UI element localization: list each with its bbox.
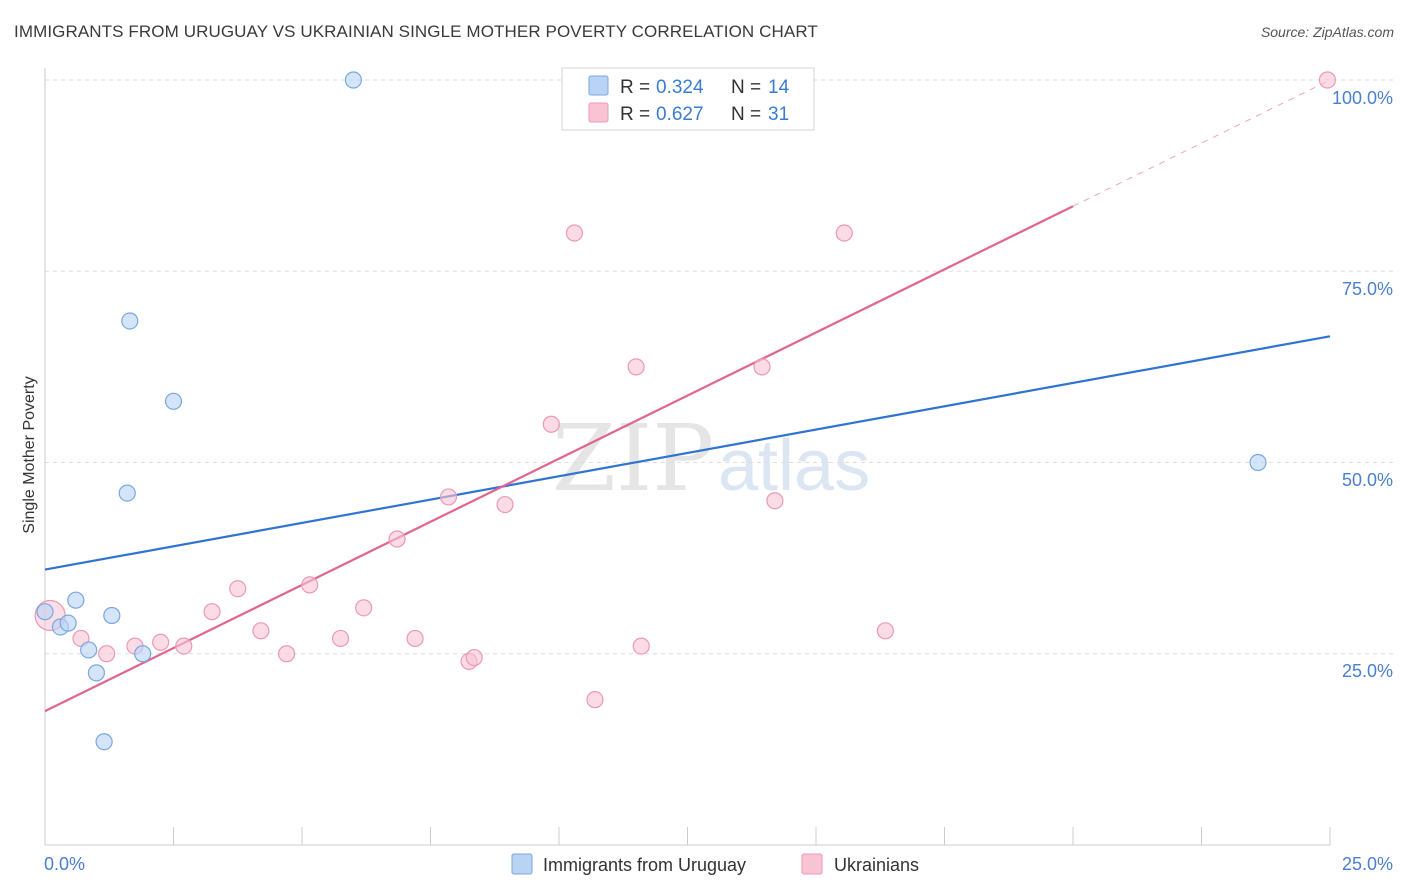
point-ukrainians xyxy=(465,648,483,667)
x-tick-label-0: 0.0% xyxy=(44,854,85,874)
point-ukrainians xyxy=(496,495,514,514)
legend-n-label-1: N = xyxy=(731,77,761,98)
y-tick-label-75: 75.0% xyxy=(1342,279,1393,299)
legend-series-ukrainians: Ukrainians xyxy=(834,855,919,875)
legend-swatch-blue xyxy=(588,75,609,96)
point-ukrainians xyxy=(542,415,560,433)
point-uruguay xyxy=(118,484,136,502)
point-uruguay xyxy=(36,603,54,621)
point-uruguay xyxy=(344,71,362,89)
point-uruguay xyxy=(164,392,183,410)
point-uruguay xyxy=(1249,453,1267,472)
correlation-legend: R = 0.324 N = 14 R = 0.627 N = 31 xyxy=(561,67,815,131)
point-uruguay xyxy=(67,591,85,609)
point-ukrainians xyxy=(229,580,247,598)
y-tick-label-100: 100.0% xyxy=(1332,88,1393,108)
legend-n-value-2: 31 xyxy=(768,104,789,125)
point-ukrainians xyxy=(835,224,853,242)
trend-line-uruguay xyxy=(44,335,1331,571)
legend-swatch-pink xyxy=(588,102,609,123)
point-ukrainians xyxy=(388,530,406,548)
source-note: Source: ZipAtlas.com xyxy=(1260,24,1394,40)
point-ukrainians xyxy=(1318,71,1337,89)
legend-r-label-1: R = xyxy=(620,77,650,98)
point-ukrainians xyxy=(98,645,116,663)
trend-line-ukrainians xyxy=(44,205,1074,713)
point-uruguay xyxy=(121,312,139,330)
legend-n-value-1: 14 xyxy=(768,77,790,98)
y-axis-label: Single Mother Poverty xyxy=(21,376,38,533)
trend-line-ukrainians-extension xyxy=(1072,79,1331,207)
y-tick-label-50: 50.0% xyxy=(1342,470,1393,490)
watermark-atlas: atlas xyxy=(718,426,870,506)
point-ukrainians xyxy=(876,622,894,640)
point-ukrainians xyxy=(277,645,296,663)
point-ukrainians xyxy=(406,629,424,648)
legend-series-uruguay: Immigrants from Uruguay xyxy=(543,855,746,875)
point-ukrainians xyxy=(301,576,319,594)
legend-r-label-2: R = xyxy=(620,104,650,125)
legend-r-value-1: 0.324 xyxy=(656,77,704,98)
data-points xyxy=(34,71,1337,751)
point-ukrainians xyxy=(355,599,373,617)
point-ukrainians xyxy=(586,691,604,709)
point-ukrainians xyxy=(766,492,784,510)
legend-n-label-2: N = xyxy=(731,104,761,125)
point-uruguay xyxy=(80,641,98,659)
point-uruguay xyxy=(134,645,152,663)
point-ukrainians xyxy=(565,224,584,242)
point-uruguay xyxy=(87,664,106,682)
point-uruguay xyxy=(103,606,121,625)
point-ukrainians xyxy=(627,358,645,376)
x-tick-label-25: 25.0% xyxy=(1342,854,1393,874)
point-ukrainians xyxy=(753,358,771,376)
point-ukrainians xyxy=(439,488,458,506)
axes xyxy=(44,68,1331,846)
trend-lines xyxy=(44,79,1331,713)
point-ukrainians xyxy=(632,637,650,655)
gridlines xyxy=(45,79,1393,655)
point-ukrainians xyxy=(331,629,350,648)
watermark-zip: ZIP xyxy=(552,405,714,512)
chart-title: IMMIGRANTS FROM URUGUAY VS UKRAINIAN SIN… xyxy=(14,22,818,41)
series-legend: Immigrants from Uruguay Ukrainians xyxy=(511,853,919,875)
point-uruguay xyxy=(95,733,113,751)
legend-bottom-swatch-pink xyxy=(801,853,823,875)
point-ukrainians xyxy=(175,637,193,655)
legend-r-value-2: 0.627 xyxy=(656,104,704,125)
point-ukrainians xyxy=(152,633,170,651)
point-ukrainians xyxy=(252,622,270,640)
point-ukrainians xyxy=(203,603,221,621)
point-uruguay xyxy=(59,614,77,632)
legend-bottom-swatch-blue xyxy=(511,853,533,875)
y-tick-label-25: 25.0% xyxy=(1342,661,1393,681)
